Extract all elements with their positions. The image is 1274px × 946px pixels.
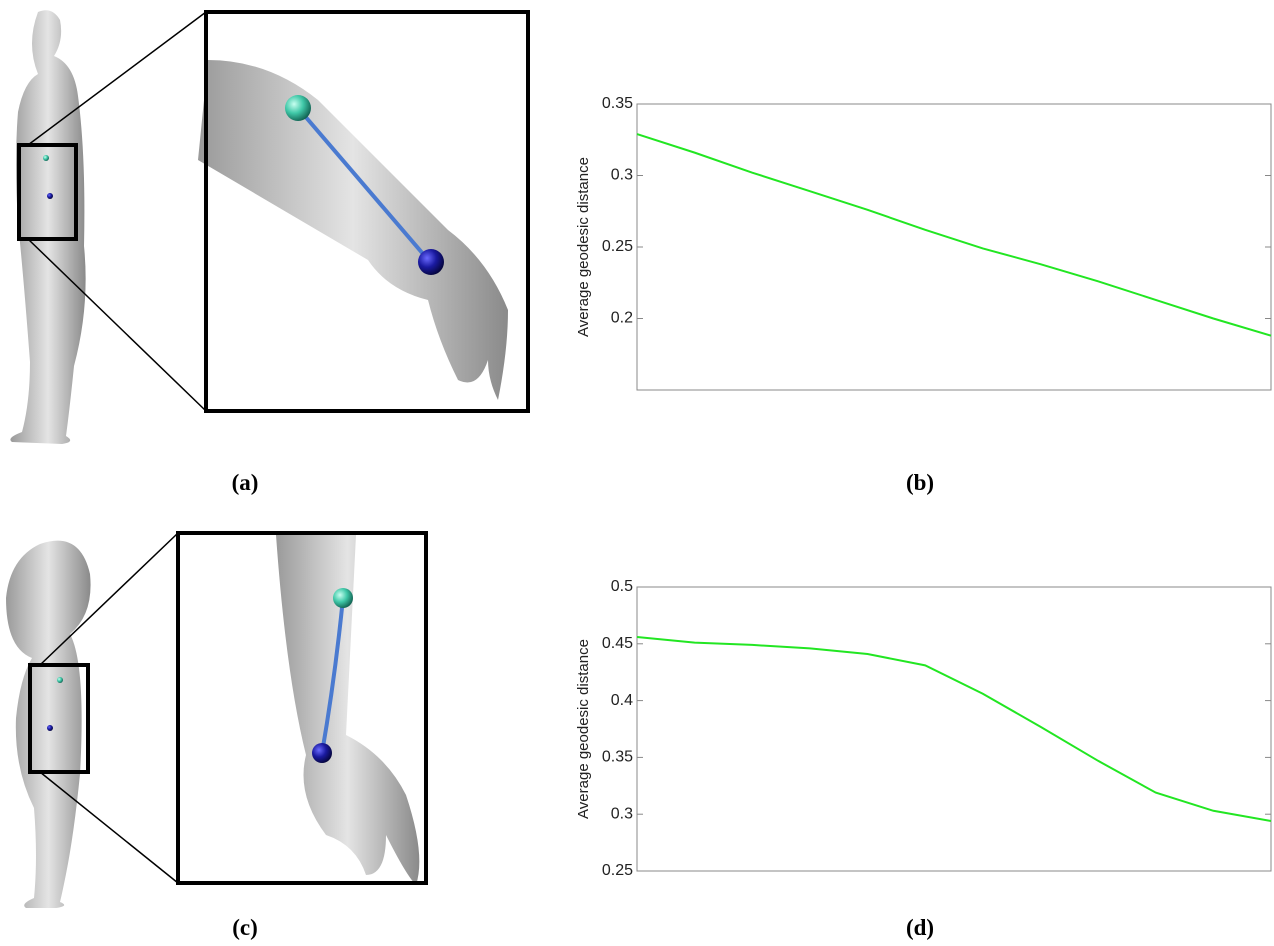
y-axis-label: Average geodesic distance — [575, 157, 592, 337]
plot-frame — [636, 586, 1272, 872]
plot-frame — [636, 103, 1272, 391]
y-axis-label: Average geodesic distance — [575, 639, 592, 819]
panel-caption: (c) — [232, 915, 258, 940]
y-tick-label: 0.25 — [602, 238, 633, 255]
y-tick-label: 0.35 — [602, 95, 633, 112]
y-tick-label: 0.2 — [611, 310, 633, 327]
y-tick-label: 0.25 — [602, 862, 633, 879]
y-tick-label: 0.45 — [602, 635, 633, 652]
illustration-c — [6, 531, 428, 908]
panel-caption: (a) — [232, 470, 259, 495]
y-tick-label: 0.4 — [611, 692, 633, 709]
y-tick-label: 0.3 — [611, 167, 633, 184]
panel-caption: (b) — [906, 470, 934, 495]
y-tick-label: 0.3 — [611, 805, 633, 822]
data-line — [636, 635, 1272, 823]
data-line — [636, 133, 1272, 337]
y-tick-label: 0.5 — [611, 578, 633, 595]
panel-caption: (d) — [906, 915, 934, 940]
illustration-a — [10, 10, 530, 444]
y-tick-label: 0.35 — [602, 749, 633, 766]
